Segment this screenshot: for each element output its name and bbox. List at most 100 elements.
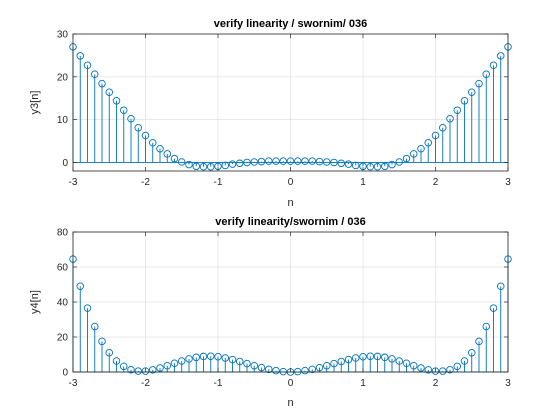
stem-marker <box>206 162 215 171</box>
stem-marker <box>272 157 280 165</box>
stem-marker <box>192 353 200 362</box>
stem-marker <box>402 154 411 163</box>
chart-title-2: verify linearity/swornim / 036 <box>215 216 365 228</box>
stem-marker <box>127 365 135 374</box>
y-axis-label-1: y3[n] <box>29 91 41 115</box>
stem-marker <box>134 124 142 132</box>
stem-marker <box>206 352 215 361</box>
x-tick-label: 0 <box>288 177 294 188</box>
stem-marker <box>235 357 244 366</box>
y-axis-label-2: y4[n] <box>29 290 41 314</box>
stem-marker <box>482 322 491 331</box>
stem-marker <box>431 367 440 375</box>
stem-marker <box>424 366 433 374</box>
stem-marker <box>468 349 476 357</box>
y-ticks-2: 0 20 40 60 80 <box>57 228 508 379</box>
x-tick-label: -3 <box>69 177 78 188</box>
stem-marker <box>228 355 237 364</box>
stem-marker <box>134 367 142 375</box>
y-tick-label: 0 <box>62 158 68 169</box>
stem-marker <box>330 359 338 368</box>
stem-marker <box>156 364 164 372</box>
x-axis-label-2: n <box>287 397 293 409</box>
stem-marker <box>388 355 396 363</box>
stem-marker <box>497 282 505 291</box>
stem-marker <box>98 79 106 88</box>
stem-marker <box>417 364 425 372</box>
stem-marker <box>243 158 251 167</box>
subplot-1: -3 -2 -1 0 1 2 3 0 10 20 30 verify linearity / sw… <box>29 18 512 209</box>
stem-marker <box>279 157 288 165</box>
stem-marker <box>177 357 186 365</box>
x-tick-label: 3 <box>505 378 511 389</box>
stem-marker <box>366 352 375 361</box>
stem-marker <box>112 97 121 105</box>
x-tick-label: 2 <box>433 378 439 389</box>
stem-marker <box>373 352 382 361</box>
stem-marker <box>381 353 389 362</box>
stem-marker <box>475 337 483 346</box>
stem-marker <box>468 88 476 96</box>
chart-title-1: verify linearity / swornim/ 036 <box>214 18 367 30</box>
stem-marker <box>417 144 425 153</box>
stem-marker <box>308 365 317 374</box>
stem-marker <box>148 366 157 374</box>
stem-marker <box>105 88 113 96</box>
x-tick-label: 2 <box>433 177 439 188</box>
stem-marker <box>185 160 193 169</box>
stem-marker <box>323 158 331 166</box>
y-tick-label: 0 <box>62 368 68 379</box>
stem-marker <box>148 138 157 147</box>
stem-marker <box>359 353 367 361</box>
stem-marker <box>388 160 396 169</box>
stem-marker <box>366 162 375 171</box>
stem-marker <box>119 362 128 371</box>
stem-marker <box>453 362 462 371</box>
stem-marker <box>199 352 208 361</box>
stem-marker <box>141 367 150 375</box>
stem-marker <box>482 70 491 78</box>
subplot-2: -3 -2 -1 0 1 2 3 0 20 40 60 80 verify linearity/sw… <box>29 216 512 409</box>
stem-marker <box>337 159 346 168</box>
x-axis-label-1: n <box>287 197 293 209</box>
x-tick-label: -1 <box>214 378 223 389</box>
x-ticks-1: -3 -2 -1 0 1 2 3 <box>69 34 511 188</box>
stem-marker <box>156 144 164 153</box>
stem-marker <box>257 157 266 166</box>
stem-marker <box>402 359 411 368</box>
x-tick-label: 0 <box>288 378 294 389</box>
stem-marker <box>431 131 440 140</box>
stem-marker <box>301 366 309 375</box>
stem-marker <box>439 367 447 375</box>
stem-marker <box>446 115 454 123</box>
stem-marker <box>308 157 317 165</box>
series-1 <box>69 43 512 171</box>
stem-marker <box>83 61 92 70</box>
stem-marker <box>381 162 389 171</box>
stem-marker <box>127 115 135 123</box>
stem-marker <box>373 162 382 171</box>
y-tick-label: 20 <box>57 72 69 83</box>
stem-marker <box>460 357 469 365</box>
stem-marker <box>272 366 280 375</box>
stem-marker <box>221 354 229 362</box>
stem-marker <box>228 160 237 168</box>
y-tick-label: 40 <box>57 298 69 309</box>
stem-marker <box>250 158 258 166</box>
stem-marker <box>265 365 273 374</box>
stem-marker <box>163 150 171 158</box>
x-ticks-2: -3 -2 -1 0 1 2 3 <box>69 232 511 389</box>
stem-marker <box>410 361 418 370</box>
stem-marker <box>352 161 360 170</box>
stem-marker <box>286 157 295 165</box>
y-tick-label: 10 <box>57 115 69 126</box>
stem-marker <box>460 97 469 105</box>
stem-marker <box>323 361 331 370</box>
y-tick-label: 30 <box>57 30 69 41</box>
stem-marker <box>105 349 113 357</box>
stem-marker <box>337 357 346 366</box>
x-tick-label: 1 <box>360 378 366 389</box>
stem-marker <box>214 353 222 361</box>
stem-marker <box>489 61 498 70</box>
